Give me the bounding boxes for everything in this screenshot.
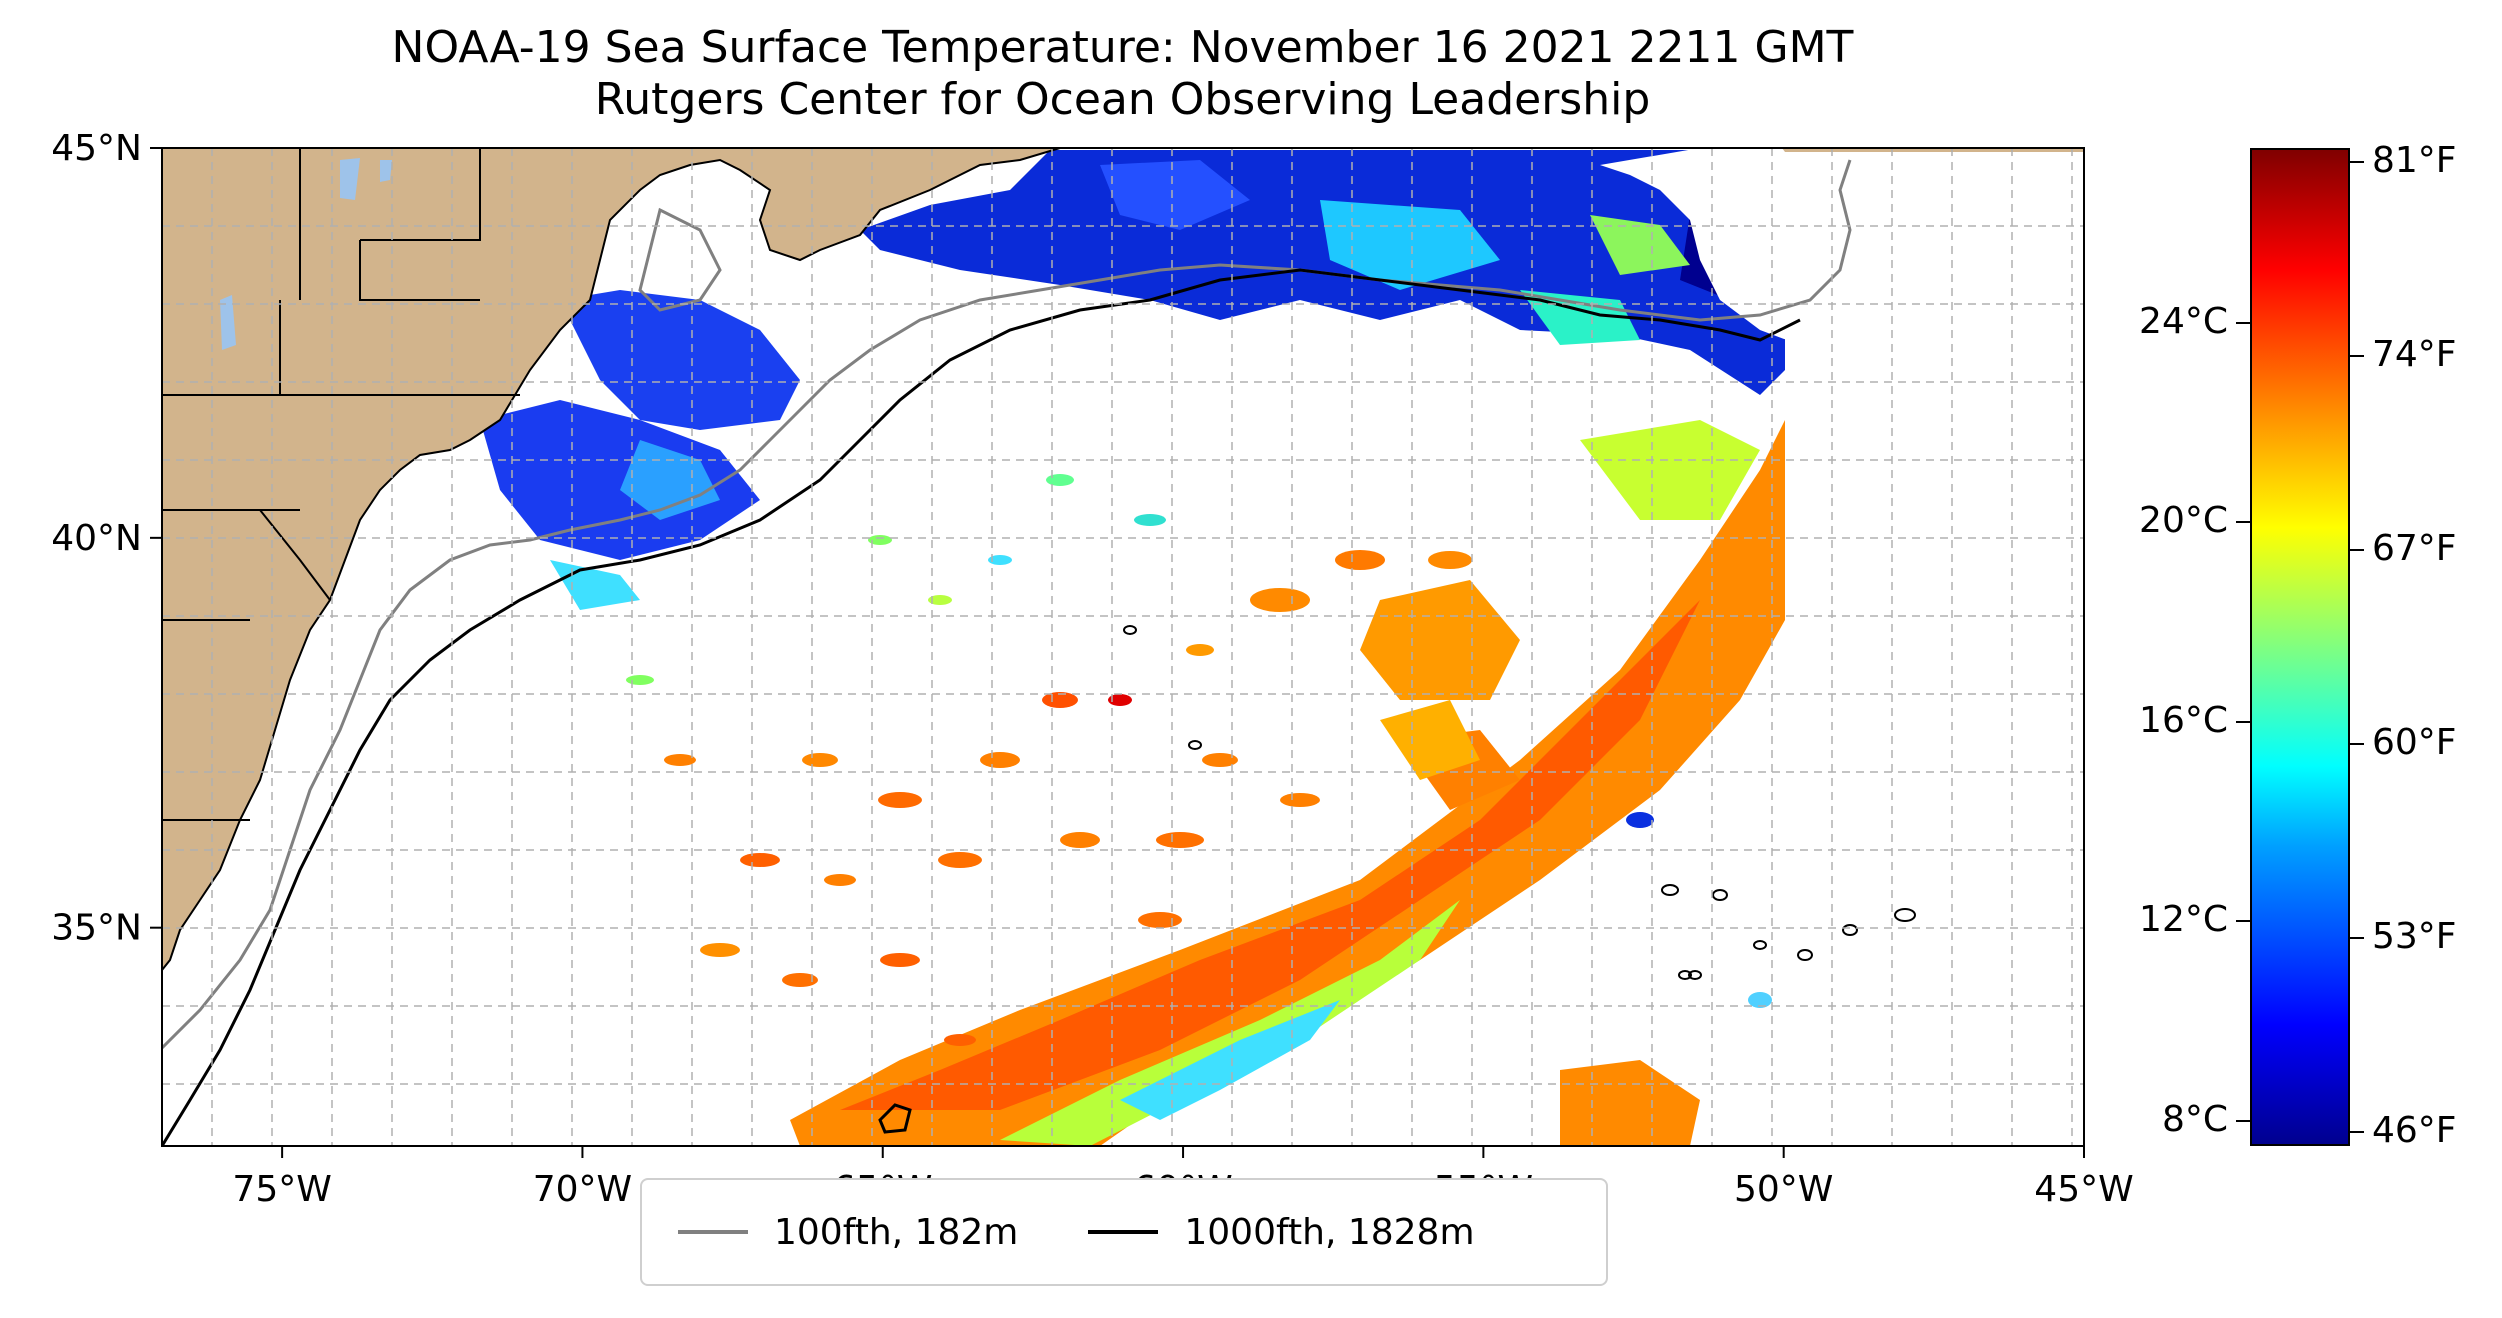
- lat-tick-label: 45°N: [51, 128, 142, 169]
- seamount-outlines: [1123, 625, 1916, 980]
- isobath-100fth-gulf-of-maine: [638, 207, 722, 312]
- lakes: [220, 158, 392, 350]
- fahrenheit-tick-label: 81°F: [2372, 139, 2457, 181]
- bermuda-outline: [878, 1103, 912, 1134]
- legend-item-1000fth: 1000fth, 1828m: [1088, 1211, 1475, 1253]
- fahrenheit-tick-mark: [2350, 1131, 2364, 1134]
- fahrenheit-tick-mark: [2350, 937, 2364, 940]
- map-title: NOAA-19 Sea Surface Temperature: Novembe…: [391, 22, 1854, 73]
- lon-tick-label: 75°W: [232, 1169, 331, 1210]
- isobath-100fth: [162, 159, 1852, 1050]
- lon-tick-label: 70°W: [533, 1169, 632, 1210]
- legend-line-1000fth: [1088, 1230, 1159, 1234]
- fahrenheit-tick-mark: [2350, 743, 2364, 746]
- celsius-tick-label: 12°C: [2139, 899, 2228, 941]
- celsius-tick-mark: [2236, 720, 2250, 723]
- lat-tick-label: 35°N: [51, 908, 142, 949]
- fahrenheit-tick-mark: [2350, 354, 2364, 357]
- fahrenheit-tick-label: 46°F: [2372, 1110, 2457, 1152]
- legend-label-1000fth: 1000fth, 1828m: [1184, 1211, 1475, 1253]
- title-block: NOAA-19 Sea Surface Temperature: Novembe…: [160, 22, 2085, 126]
- celsius-tick-mark: [2236, 920, 2250, 923]
- graticule: [162, 148, 2084, 1146]
- celsius-tick-mark: [2236, 521, 2250, 524]
- legend-line-100fth: [678, 1230, 748, 1234]
- celsius-tick-label: 8°C: [2161, 1099, 2228, 1141]
- map-subtitle: Rutgers Center for Ocean Observing Leade…: [594, 74, 1651, 125]
- fahrenheit-tick-label: 67°F: [2372, 527, 2457, 569]
- latitude-ticks: 45°N 40°N 35°N: [51, 128, 162, 949]
- land-masses: [162, 148, 2084, 972]
- fahrenheit-tick-label: 53°F: [2372, 916, 2457, 958]
- lat-tick-label: 40°N: [51, 518, 142, 559]
- legend-item-100fth: 100fth, 182m: [678, 1212, 1018, 1253]
- celsius-tick-label: 16°C: [2139, 699, 2228, 741]
- lon-tick-label: 45°W: [2034, 1169, 2133, 1210]
- fahrenheit-tick-mark: [2350, 548, 2364, 551]
- celsius-tick-mark: [2236, 1120, 2250, 1123]
- legend-label-100fth: 100fth, 182m: [774, 1211, 1019, 1253]
- celsius-tick-label: 20°C: [2139, 500, 2228, 542]
- lon-tick-label: 50°W: [1734, 1169, 1833, 1210]
- celsius-tick-label: 24°C: [2139, 300, 2228, 342]
- temperature-colorbar: [2250, 148, 2350, 1146]
- map-frame: [161, 147, 2085, 1147]
- fahrenheit-tick-label: 74°F: [2372, 333, 2457, 375]
- sst-scattered-patches: [626, 474, 1772, 1046]
- fahrenheit-tick-label: 60°F: [2372, 722, 2457, 764]
- state-borders: [162, 148, 520, 821]
- fahrenheit-tick-mark: [2350, 160, 2364, 163]
- celsius-tick-mark: [2236, 321, 2250, 324]
- isobath-legend: 100fth, 182m 1000fth, 1828m: [640, 1178, 1608, 1286]
